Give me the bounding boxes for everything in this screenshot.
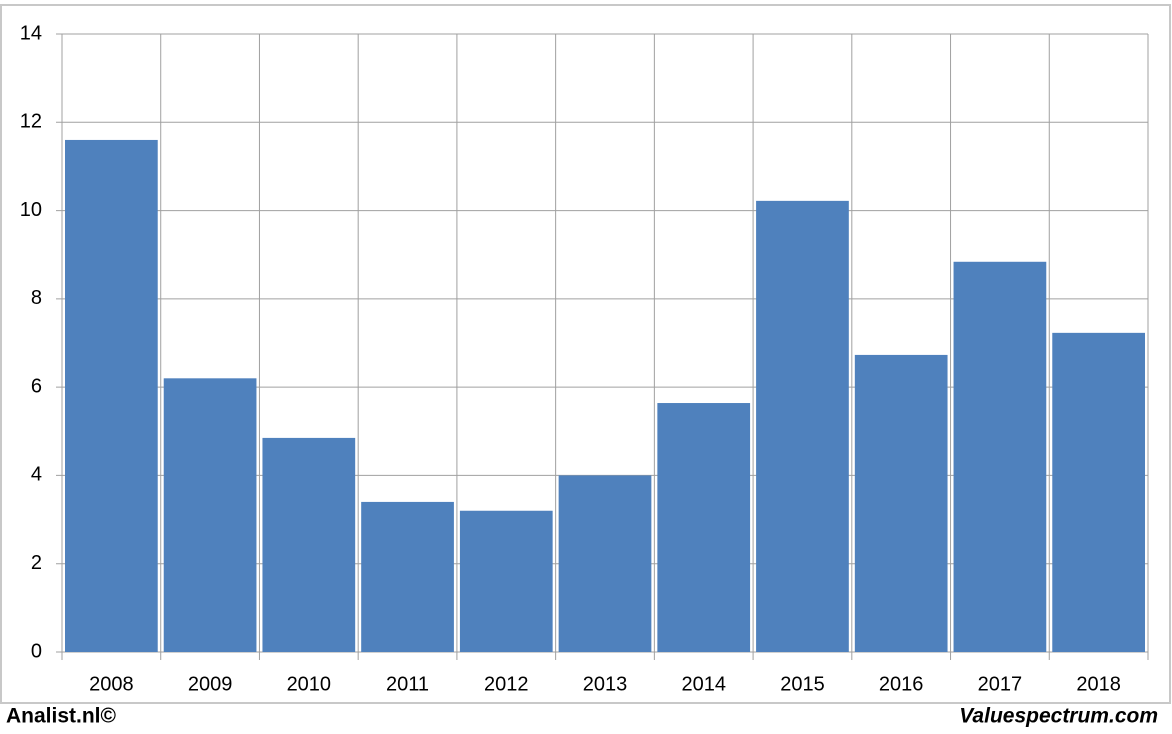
bar: [262, 437, 356, 652]
bar: [65, 139, 158, 652]
y-tick-label: 12: [20, 111, 42, 133]
bar: [1052, 332, 1145, 652]
footer-left: Analist.nl©: [6, 705, 117, 728]
y-tick-label: 4: [31, 464, 42, 486]
y-tick-label: 6: [31, 375, 42, 397]
footer-right: Valuespectrum.com: [959, 705, 1158, 728]
bar: [361, 501, 454, 652]
bar: [756, 200, 849, 653]
x-tick-label: 2015: [780, 673, 825, 695]
bar: [854, 354, 948, 652]
bar: [953, 261, 1047, 652]
x-tick-label: 2008: [89, 673, 134, 695]
bar: [459, 510, 553, 652]
y-tick-label: 14: [20, 22, 42, 44]
x-tick-label: 2009: [188, 673, 233, 695]
y-tick-label: 0: [31, 640, 42, 662]
bar: [163, 378, 257, 652]
y-tick-label: 10: [20, 199, 42, 221]
y-tick-label: 2: [31, 552, 42, 574]
x-tick-label: 2016: [879, 673, 924, 695]
x-tick-label: 2012: [484, 673, 529, 695]
bar: [657, 403, 751, 652]
x-tick-label: 2011: [386, 673, 429, 695]
x-tick-label: 2018: [1076, 673, 1121, 695]
x-tick-label: 2017: [978, 673, 1023, 695]
bar: [558, 475, 652, 652]
x-tick-label: 2014: [681, 673, 726, 695]
x-tick-label: 2010: [287, 673, 332, 695]
y-tick-label: 8: [31, 287, 42, 309]
x-tick-label: 2013: [583, 673, 628, 695]
